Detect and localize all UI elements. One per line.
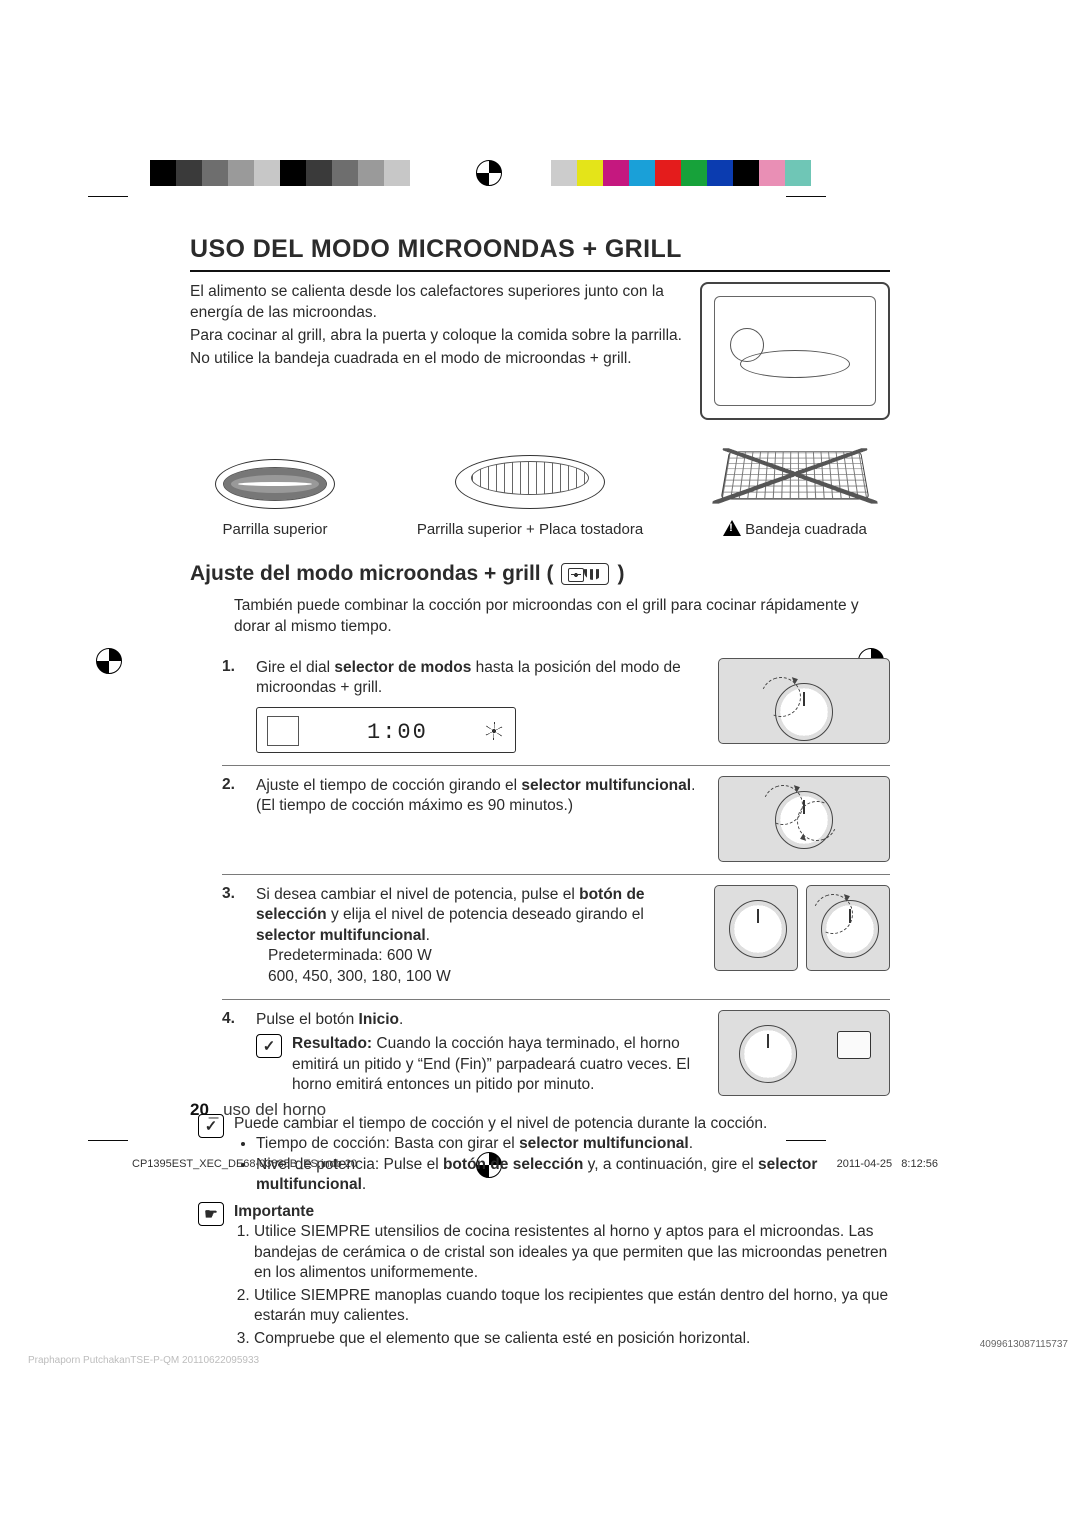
steps-list: 1. Gire el dial selector de modos hasta …	[222, 648, 890, 1108]
step-levels: 600, 450, 300, 180, 100 W	[268, 967, 700, 987]
important-icon: ☛	[198, 1202, 224, 1226]
color-swatch	[254, 160, 280, 186]
accessory-row: Parrilla superior Parrilla superior + Pl…	[190, 440, 890, 538]
display-time: 1:00	[367, 718, 428, 747]
result-label: Resultado:	[292, 1035, 372, 1052]
crop-mark	[88, 196, 128, 197]
important-item: Utilice SIEMPRE manoplas cuando toque lo…	[254, 1286, 890, 1327]
step-item: 4. Pulse el botón Inicio. ✓ Resultado: C…	[222, 999, 890, 1108]
color-swatch	[577, 160, 603, 186]
step-number: 4.	[222, 1010, 242, 1028]
warning-icon	[723, 520, 741, 536]
color-swatch	[707, 160, 733, 186]
registration-mark-icon	[96, 648, 122, 674]
color-swatch	[603, 160, 629, 186]
color-swatch	[150, 160, 176, 186]
manual-page: USO DEL MODO MICROONDAS + GRILL El alime…	[190, 235, 890, 1351]
color-swatch	[228, 160, 254, 186]
oven-cavity-illustration	[700, 282, 890, 420]
multi-dial-panel-illustration	[718, 776, 890, 862]
important-label: Importante	[234, 1203, 314, 1220]
intro-text: El alimento se calienta desde los calefa…	[190, 282, 684, 420]
page-number: 20	[190, 1100, 209, 1119]
color-swatch	[681, 160, 707, 186]
color-swatch	[759, 160, 785, 186]
color-swatch	[306, 160, 332, 186]
color-swatch	[551, 160, 577, 186]
start-button-icon	[837, 1031, 871, 1059]
color-swatch	[733, 160, 759, 186]
color-swatch	[176, 160, 202, 186]
color-swatch	[332, 160, 358, 186]
printer-color-bar-right	[551, 160, 811, 186]
high-rack-illustration	[215, 459, 335, 509]
start-button-panel-illustration	[718, 1010, 890, 1096]
registration-mark-icon	[476, 160, 502, 186]
intro-line: No utilice la bandeja cuadrada en el mod…	[190, 349, 684, 370]
microprint-barcode: 4099613087115737	[980, 1339, 1068, 1350]
section-heading: Ajuste del modo microondas + grill ( )	[190, 562, 890, 586]
accessory-label: Parrilla superior	[190, 521, 360, 538]
mode-dial-panel-illustration	[718, 658, 890, 744]
note-icon: ✓	[256, 1034, 282, 1058]
color-swatch	[785, 160, 811, 186]
color-swatch	[202, 160, 228, 186]
step-number: 2.	[222, 776, 242, 794]
turntable-icon	[740, 350, 850, 378]
oven-display-illustration: 1:00	[256, 707, 516, 753]
color-swatch	[358, 160, 384, 186]
intro-line: El alimento se calienta desde los calefa…	[190, 282, 684, 324]
printer-color-bar-left	[150, 160, 410, 186]
section-name: _ uso del horno	[209, 1100, 326, 1119]
intro-line: Para cocinar al grill, abra la puerta y …	[190, 326, 684, 347]
imprint-filename: CP1395EST_XEC_DE68-03885B_ES.indb 20	[132, 1158, 357, 1170]
accessory-label: Parrilla superior + Placa tostadora	[415, 521, 645, 538]
color-swatch	[629, 160, 655, 186]
important-item: Compruebe que el elemento que se calient…	[254, 1329, 890, 1349]
step-number: 3.	[222, 885, 242, 903]
imprint-datetime: 2011-04-25 8:12:56	[837, 1158, 938, 1170]
color-swatch	[384, 160, 410, 186]
multi-dial-panel-illustration	[806, 885, 890, 971]
step-default: Predeterminada: 600 W	[268, 946, 700, 966]
page-footer: 20_ uso del horno	[190, 1100, 326, 1120]
important-item: Utilice SIEMPRE utensilios de cocina res…	[254, 1222, 890, 1283]
color-swatch	[655, 160, 681, 186]
step-number: 1.	[222, 658, 242, 676]
step-item: 3. Si desea cambiar el nivel de potencia…	[222, 874, 890, 999]
step-item: 2. Ajuste el tiempo de cocción girando e…	[222, 765, 890, 874]
high-rack-crisp-illustration	[455, 455, 605, 509]
crop-mark	[88, 1140, 128, 1141]
note-bullet: Tiempo de cocción: Basta con girar el se…	[256, 1134, 890, 1154]
page-title: USO DEL MODO MICROONDAS + GRILL	[190, 235, 890, 272]
step-note: (El tiempo de cocción máximo es 90 minut…	[256, 796, 704, 816]
select-button-panel-illustration	[714, 885, 798, 971]
crop-mark	[786, 196, 826, 197]
accessory-label: Bandeja cuadrada	[700, 520, 890, 538]
square-tray-crossed-illustration	[721, 451, 870, 499]
note-lead: Puede cambiar el tiempo de cocción y el …	[234, 1114, 890, 1134]
important-block: ☛ Importante Utilice SIEMPRE utensilios …	[198, 1202, 890, 1351]
section-intro: También puede combinar la cocción por mi…	[234, 596, 890, 638]
note-block: ✓ Puede cambiar el tiempo de cocción y e…	[198, 1114, 890, 1196]
step-item: 1. Gire el dial selector de modos hasta …	[222, 648, 890, 765]
color-swatch	[280, 160, 306, 186]
microprint-operator: Praphaporn PutchakanTSE-P-QM 20110622095…	[28, 1355, 259, 1366]
microwave-grill-mode-icon	[561, 563, 609, 585]
